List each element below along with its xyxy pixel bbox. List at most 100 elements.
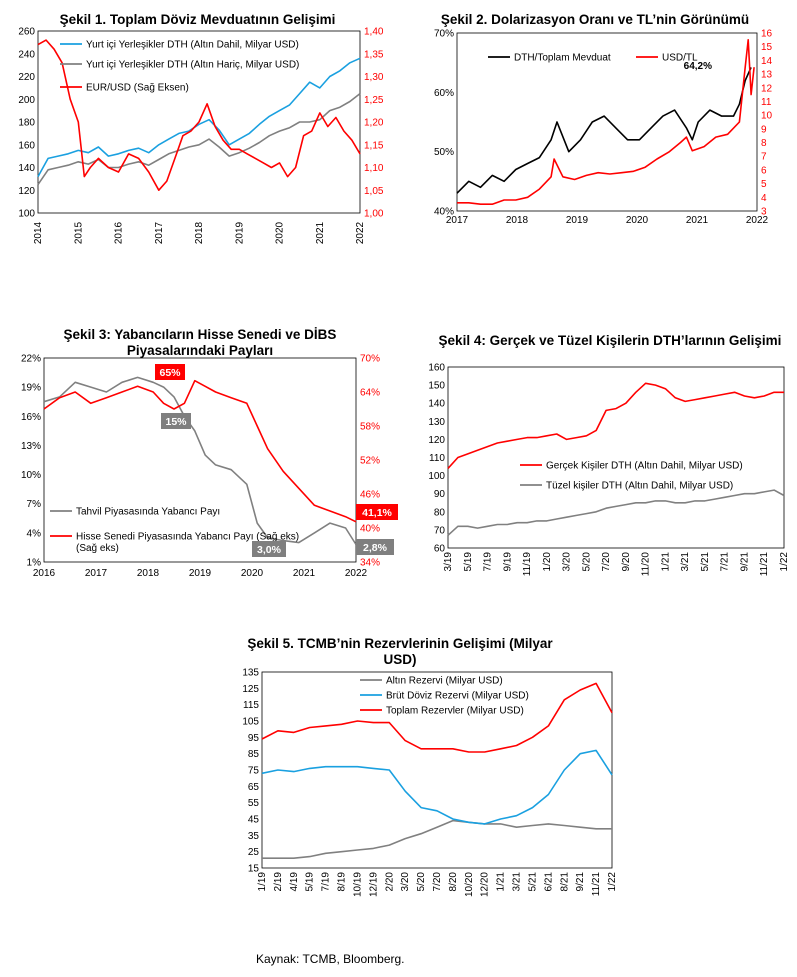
chart1-ytick-right: 1,40: [364, 27, 384, 38]
chart2-xtick: 2020: [626, 215, 649, 226]
chart5-title-text: Şekil 5. TCMB’nin Rezervlerinin Gelişimi…: [247, 636, 553, 667]
chart1-ytick-right: 1,30: [364, 72, 384, 83]
chart5-xtick: 10/20: [464, 872, 475, 897]
chart5-xtick: 1/19: [257, 872, 268, 892]
chart5-xtick: 12/19: [368, 872, 379, 897]
chart3-ytick-left: 16%: [21, 412, 41, 423]
chart2-ytick-right: 14: [761, 56, 773, 67]
chart4-xtick: 11/19: [522, 552, 533, 577]
chart2-ytick-left: 70%: [434, 29, 454, 40]
chart1-frame: [37, 30, 361, 214]
chart5-series-line-3: [261, 682, 613, 753]
chart2-xtick: 2021: [686, 215, 709, 226]
chart2-xtick: 2018: [506, 215, 529, 226]
chart5-frame: [261, 671, 613, 869]
chart1-xtick: 2014: [33, 221, 44, 244]
chart4-ytick-left: 90: [434, 489, 446, 500]
chart3-legend-2-label: Hisse Senedi Piyasasında Yabancı Payı (S…: [76, 532, 299, 543]
chart1-ytick-right: 1,25: [364, 95, 384, 106]
chart3-annotation-2-8-text: 2,8%: [363, 542, 388, 554]
chart3-ytick-left: 13%: [21, 441, 41, 452]
chart1-xtick: 2019: [234, 221, 245, 244]
chart3-ytick-right: 34%: [360, 558, 380, 569]
chart3-series-line-1: [43, 376, 357, 545]
chart4-ytick-left: 70: [434, 525, 446, 536]
chart3-ytick-right: 70%: [360, 354, 380, 365]
chart4-xtick: 1/20: [542, 552, 553, 572]
chart4-xtick: 9/19: [502, 552, 513, 572]
chart3-xtick: 2017: [85, 568, 108, 579]
chart4-xtick: 9/20: [621, 552, 632, 572]
chart3-xtick: 2018: [137, 568, 160, 579]
chart1-xtick: 2015: [73, 221, 84, 244]
chart5-xtick: 10/19: [352, 872, 363, 897]
chart5-xtick: 2/20: [384, 872, 395, 892]
chart1-xtick: 2018: [194, 221, 205, 244]
chart3-xtick: 2022: [345, 568, 368, 579]
chart4-xtick: 9/21: [739, 552, 750, 572]
chart4-ytick-left: 120: [428, 435, 445, 446]
chart3-annotation-15-box: [161, 413, 191, 429]
chart5-xtick: 5/20: [416, 872, 427, 892]
chart5-ytick-left: 55: [248, 798, 260, 809]
chart5-ytick-left: 65: [248, 782, 260, 793]
chart5-ytick-left: 95: [248, 733, 260, 744]
chart3-xtick: 2016: [33, 568, 56, 579]
chart1-ytick-left: 120: [18, 186, 35, 197]
chart2-series-line-1: [456, 67, 752, 194]
chart5-xtick: 9/21: [575, 872, 586, 892]
chart4-title-text: Şekil 4: Gerçek ve Tüzel Kişilerin DTH’l…: [438, 333, 782, 348]
chart1-ytick-left: 160: [18, 140, 35, 151]
chart1-ytick-right: 1,05: [364, 186, 384, 197]
chart4-ytick-left: 160: [428, 363, 445, 374]
chart5-xtick: 3/20: [400, 872, 411, 892]
chart3-annotation-2-8-box: [356, 539, 394, 555]
chart5-ytick-left: 135: [242, 668, 259, 679]
chart2-ytick-right: 4: [761, 193, 767, 204]
chart2-ytick-left: 40%: [434, 207, 454, 218]
chart2-ytick-right: 12: [761, 83, 773, 94]
chart5-xtick: 5/21: [527, 872, 538, 892]
chart2-ytick-right: 7: [761, 152, 767, 163]
chart2-ytick-left: 50%: [434, 147, 454, 158]
chart1-xtick: 2016: [114, 221, 125, 244]
chart1-ytick-right: 1,10: [364, 163, 384, 174]
chart4-ytick-left: 130: [428, 417, 445, 428]
chart4-ytick-left: 150: [428, 381, 445, 392]
chart2-ytick-right: 16: [761, 29, 773, 40]
chart1-ytick-left: 240: [18, 49, 35, 60]
chart3-annotation-41-text: 41,1%: [362, 507, 392, 519]
chart2-xtick: 2019: [566, 215, 589, 226]
chart4-xtick: 5/20: [581, 552, 592, 572]
chart5-xtick: 8/20: [448, 872, 459, 892]
chart3-xtick: 2021: [293, 568, 316, 579]
chart2-ytick-right: 5: [761, 179, 767, 190]
chart2-legend-2-label: USD/TL: [662, 53, 698, 64]
chart4-legend-2-label: Tüzel kişiler DTH (Altın Dahil, Milyar U…: [546, 481, 733, 492]
chart5-xtick: 11/21: [591, 872, 602, 897]
chart3-xtick: 2019: [189, 568, 212, 579]
chart5-xtick: 12/20: [480, 872, 491, 897]
chart5-ytick-left: 115: [243, 700, 259, 711]
chart2-frame: [456, 32, 758, 212]
chart5-xtick: 8/21: [559, 872, 570, 892]
chart4-xtick: 3/19: [443, 552, 454, 572]
chart5-xtick: 6/21: [543, 872, 554, 892]
chart5-ytick-left: 45: [248, 815, 260, 826]
chart4-xtick: 1/21: [660, 552, 671, 572]
chart1-legend-3-label: EUR/USD (Sağ Eksen): [86, 83, 189, 94]
chart2-annotation-last: 64,2%: [684, 61, 712, 72]
chart3-ytick-left: 1%: [27, 558, 42, 569]
chart5-ytick-left: 25: [248, 847, 260, 858]
chart1-ytick-left: 140: [18, 163, 35, 174]
chart5-legend-2-label: Brüt Döviz Rezervi (Milyar USD): [386, 691, 529, 702]
chart2-ytick-right: 10: [761, 111, 773, 122]
chart3-ytick-right: 58%: [360, 422, 380, 433]
chart5-series-line-2: [261, 749, 613, 825]
chart5-xtick: 5/19: [305, 872, 316, 892]
chart3-ytick-left: 22%: [21, 354, 41, 365]
chart4-xtick: 5/21: [700, 552, 711, 572]
chart3-annotation-65-text: 65%: [159, 367, 181, 379]
chart4-series-line-1: [447, 382, 784, 469]
chart2-ytick-right: 9: [761, 124, 767, 135]
